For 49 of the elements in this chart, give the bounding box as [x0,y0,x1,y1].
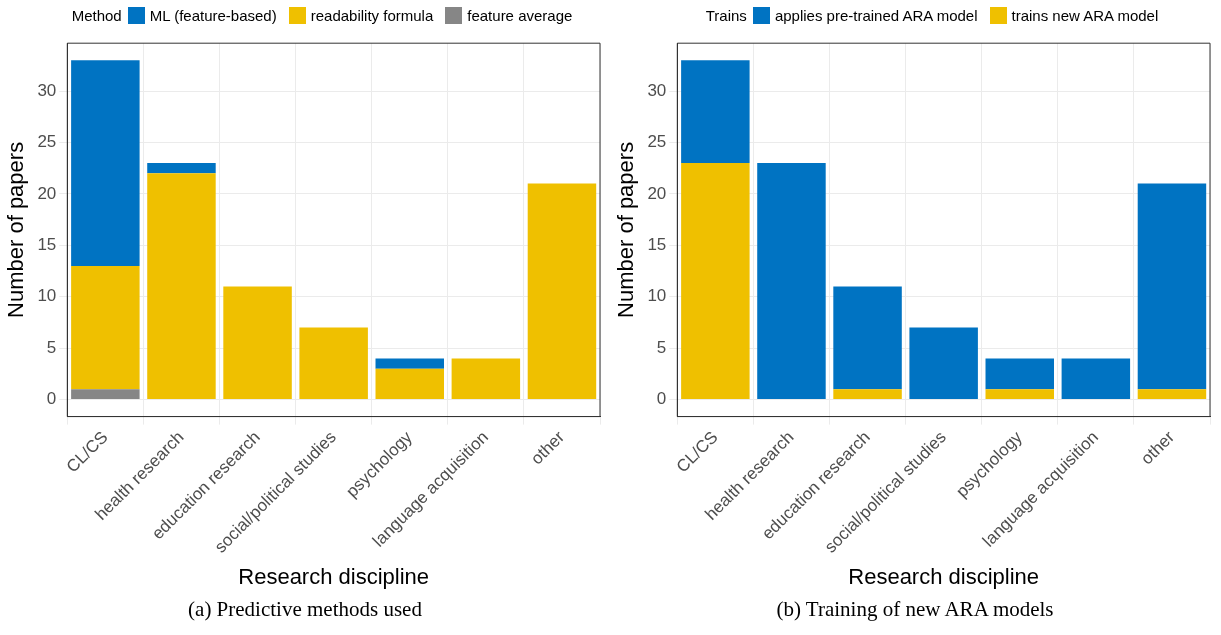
y-tick-label: 20 [647,183,667,203]
bar [681,163,750,400]
bar [909,327,978,400]
y-tick-label: 25 [37,132,57,152]
bar [71,60,140,266]
bar [71,265,140,390]
bar [681,60,750,164]
bar [223,286,292,400]
legend-title: Trains [705,6,747,24]
bar [527,183,597,400]
bar [833,286,902,390]
y-tick-label: 15 [647,235,667,255]
y-tick-label: 20 [37,183,57,203]
y-axis-title: Number of papers [3,141,29,318]
bar [147,173,216,400]
text: (a) Predictive methods used [187,597,423,622]
bar [757,163,826,400]
bar [833,389,902,400]
x-axis-title: Research discipline [238,563,430,589]
y-tick-label: 0 [656,389,667,409]
y-tick-label: 10 [37,286,57,306]
legend-title: Method [71,6,122,24]
y-tick-label: 25 [647,132,667,152]
y-tick-label: 5 [46,337,57,357]
y-tick-label: 15 [37,235,57,255]
bar [985,358,1054,390]
bar [375,358,444,369]
bar [1061,358,1131,400]
bar [451,358,521,400]
y-tick-label: 10 [647,286,667,306]
legend-label: readability formula [310,6,434,24]
bar [1137,183,1207,390]
bar [985,389,1054,400]
bar [147,163,216,174]
y-tick-label: 30 [647,80,667,100]
bar [375,368,444,400]
bar [71,389,140,400]
y-tick-label: 30 [37,80,57,100]
x-axis-title: Research discipline [848,563,1040,589]
legend-label: applies pre-trained ARA model [774,6,978,24]
legend-label: ML (feature-based) [149,6,277,24]
y-axis-title: Number of papers [613,141,639,318]
bar [299,327,368,400]
y-tick-label: 0 [46,389,57,409]
text: (b) Training of new ARA models [775,597,1055,622]
legend-label: feature average [467,6,573,24]
legend-label: trains new ARA model [1011,6,1159,24]
bar [1137,389,1207,400]
y-tick-label: 5 [656,337,667,357]
